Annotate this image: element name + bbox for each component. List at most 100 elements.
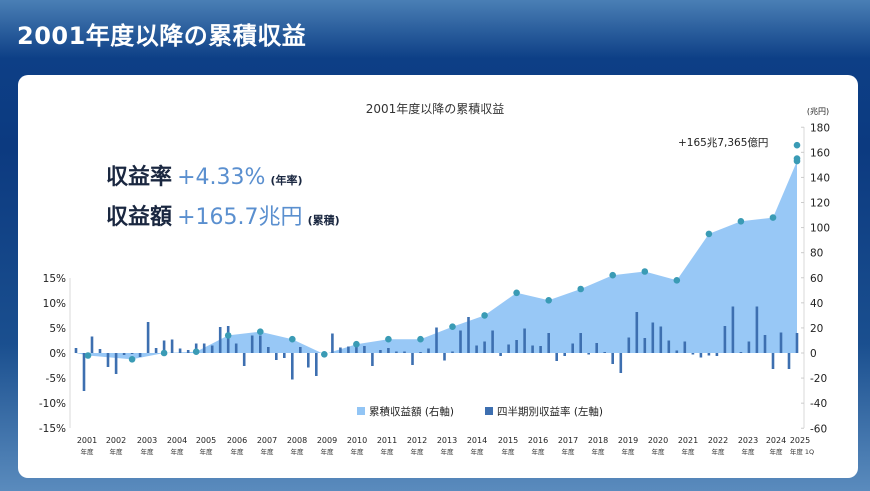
total-annotation: +165兆7,365億円: [678, 136, 768, 149]
right-axis-unit: (兆円): [807, 106, 829, 116]
quarterly-return-bar: [387, 348, 390, 353]
x-axis-sub: 年度: [770, 447, 784, 456]
quarterly-return-bar: [563, 353, 566, 356]
quarterly-return-bar: [210, 345, 214, 353]
legend-swatch: [357, 407, 365, 415]
quarterly-return-bar: [114, 353, 118, 374]
quarterly-return-bar: [283, 353, 286, 358]
quarterly-return-bar: [395, 351, 398, 353]
quarterly-return-bar: [699, 353, 703, 358]
quarterly-return-bar: [259, 335, 262, 353]
quarterly-return-bar: [355, 345, 358, 353]
x-axis-year: 2015: [498, 436, 518, 445]
right-axis-tick: 0: [810, 348, 817, 360]
kpi-note: (年率): [270, 174, 303, 187]
x-axis-sub: 年度: [502, 447, 516, 456]
x-axis-sub: 年度: [562, 447, 576, 456]
x-axis-sub: 年度: [261, 447, 275, 456]
quarterly-return-bar: [491, 330, 494, 353]
quarterly-return-bar: [779, 332, 783, 353]
x-axis-sub: 年度: [110, 447, 124, 456]
x-axis-year: 2016: [528, 436, 548, 445]
left-axis-tick: -15%: [39, 423, 66, 435]
quarterly-return-bar: [178, 348, 182, 353]
quarterly-return-bar: [403, 351, 406, 353]
cumulative-marker: [449, 323, 456, 331]
x-axis-sub: 年度: [592, 447, 606, 456]
kpi-note: (累積): [307, 214, 340, 227]
quarterly-return-bar: [555, 353, 558, 361]
quarterly-return-bar: [531, 345, 534, 353]
x-axis-year: 2009: [317, 436, 337, 445]
right-axis-tick: 20: [810, 323, 823, 335]
cumulative-marker: [353, 340, 360, 348]
left-axis-tick: -10%: [39, 398, 66, 410]
quarterly-return-bar: [371, 353, 374, 366]
quarterly-return-bar: [291, 353, 294, 380]
x-axis-sub: 年度: [712, 447, 726, 456]
kpi-label: 収益額: [106, 205, 173, 230]
x-axis-year: 2014: [467, 436, 487, 445]
quarterly-return-bar: [379, 350, 382, 353]
x-axis-year: 2011: [377, 436, 397, 445]
x-axis-year: 2008: [287, 436, 307, 445]
quarterly-return-bar: [299, 347, 302, 353]
cumulative-marker: [577, 285, 584, 293]
quarterly-return-bar: [218, 327, 222, 353]
quarterly-return-bar: [411, 353, 414, 365]
kpi-return-amount: 収益額 +165.7兆円 (累積): [106, 199, 340, 231]
left-axis-tick: -5%: [46, 373, 66, 385]
cumulative-marker: [545, 297, 552, 304]
x-axis-year: 2018: [588, 436, 608, 445]
quarterly-return-bar: [499, 353, 502, 356]
cumulative-marker: [160, 349, 168, 357]
quarterly-return-bar: [587, 353, 590, 355]
cumulative-marker: [769, 214, 777, 221]
x-axis-sub: 年度: [622, 447, 636, 456]
quarterly-return-bar: [226, 326, 230, 353]
x-axis-sub: 年度: [321, 447, 335, 456]
quarterly-return-bar: [339, 347, 342, 353]
quarterly-return-bar: [186, 350, 190, 353]
x-axis-year: 2023: [738, 436, 758, 445]
quarterly-return-bar: [419, 352, 422, 353]
cumulative-marker: [417, 335, 424, 343]
page-title: 2001年度以降の累積収益: [17, 22, 307, 50]
cumulative-marker: [257, 328, 264, 336]
quarterly-return-bar: [122, 353, 126, 355]
quarterly-return-bar: [146, 322, 150, 353]
x-axis-year: 2013: [437, 436, 457, 445]
quarterly-return-bar: [475, 345, 478, 353]
quarterly-return-bar: [483, 341, 486, 353]
quarterly-return-bar: [267, 347, 270, 353]
x-axis-year: 2007: [257, 436, 277, 445]
quarterly-return-bar: [347, 346, 350, 353]
x-axis-sub: 年度: [200, 447, 214, 456]
right-axis-tick: 60: [810, 273, 823, 285]
quarterly-return-bar: [523, 328, 526, 353]
cumulative-marker: [513, 289, 520, 297]
quarterly-return-bar: [651, 322, 655, 353]
quarterly-return-bar: [170, 339, 174, 353]
x-axis-sub: 年度: [381, 447, 395, 456]
quarterly-return-bar: [90, 336, 94, 353]
quarterly-return-bar: [234, 343, 238, 353]
x-axis-year: 2021: [678, 436, 698, 445]
cumulative-marker: [673, 277, 681, 284]
x-axis-year: 2025: [790, 436, 810, 445]
x-axis-year: 2017: [558, 436, 578, 445]
cumulative-marker: [705, 230, 713, 238]
quarterly-return-bar: [331, 333, 334, 353]
quarterly-return-bar: [683, 341, 687, 353]
left-axis-tick: 10%: [43, 298, 66, 310]
quarterly-return-bar: [739, 352, 743, 353]
cumulative-marker: [192, 348, 200, 356]
quarterly-return-bar: [315, 353, 318, 376]
quarterly-return-bar: [459, 330, 462, 353]
cumulative-marker: [641, 268, 649, 275]
right-axis-tick: 180: [810, 122, 830, 134]
quarterly-return-bar: [787, 353, 791, 369]
right-axis-tick: 80: [810, 248, 823, 260]
cumulative-marker: [793, 141, 801, 149]
